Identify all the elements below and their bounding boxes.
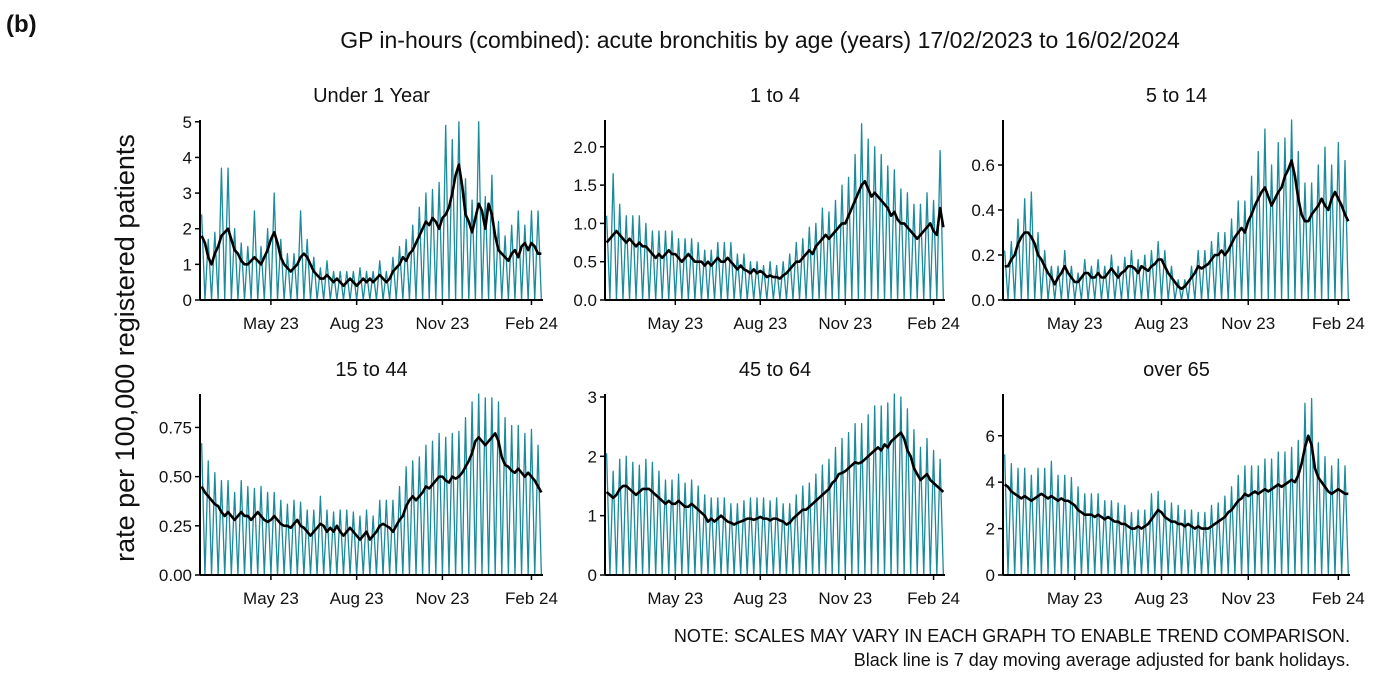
x-tick-label: Aug 23 — [330, 314, 384, 333]
x-tick-label: May 23 — [1047, 314, 1103, 333]
y-tick-label: 4 — [986, 473, 995, 492]
series-line — [1004, 159, 1350, 291]
y-axis-label: rate per 100,000 registered patients — [110, 134, 140, 562]
series-line — [605, 393, 945, 576]
y-tick-label: 0.75 — [159, 418, 192, 437]
y-tick-label: 6 — [986, 427, 995, 446]
x-tick-label: Feb 24 — [907, 314, 960, 333]
series-line — [200, 432, 543, 541]
y-tick-label: 4 — [183, 148, 192, 167]
y-tick-label: 0.25 — [159, 517, 192, 536]
x-tick-label: Nov 23 — [1221, 589, 1275, 608]
x-tick-label: Feb 24 — [1312, 589, 1365, 608]
x-tick-label: Aug 23 — [733, 589, 787, 608]
y-tick-label: 0.2 — [971, 246, 995, 265]
x-tick-label: Nov 23 — [415, 589, 469, 608]
x-tick-label: Aug 23 — [330, 589, 384, 608]
x-tick-label: May 23 — [243, 314, 299, 333]
panel-title: 15 to 44 — [335, 359, 407, 381]
y-tick-label: 0.4 — [971, 201, 995, 220]
x-tick-label: Feb 24 — [1312, 314, 1365, 333]
panel-title: 45 to 64 — [739, 359, 811, 381]
panel-title: over 65 — [1143, 359, 1210, 381]
y-tick-label: 2 — [986, 520, 995, 539]
note: Black line is 7 day moving average adjus… — [854, 650, 1350, 670]
panel-title: Under 1 Year — [313, 85, 430, 107]
series-line — [201, 393, 542, 576]
figure-label: (b) — [6, 11, 37, 38]
y-tick-label: 0.50 — [159, 468, 192, 487]
panel-title: 5 to 14 — [1146, 85, 1207, 107]
y-tick-label: 5 — [183, 113, 192, 132]
series-line — [1004, 397, 1349, 576]
y-tick-label: 0 — [986, 566, 995, 585]
y-tick-label: 2 — [588, 447, 597, 466]
x-tick-label: Nov 23 — [818, 589, 872, 608]
y-tick-label: 0 — [183, 291, 192, 310]
series-line — [201, 121, 542, 301]
x-tick-label: Aug 23 — [733, 314, 787, 333]
x-tick-label: Feb 24 — [505, 589, 558, 608]
y-tick-label: 1.5 — [573, 176, 597, 195]
x-tick-label: Feb 24 — [505, 314, 558, 333]
y-tick-label: 2 — [183, 220, 192, 239]
note: NOTE: SCALES MAY VARY IN EACH GRAPH TO E… — [674, 626, 1350, 646]
series-line — [1003, 434, 1349, 530]
series-line — [605, 123, 945, 301]
y-tick-label: 0.0 — [573, 291, 597, 310]
y-tick-label: 0.00 — [159, 566, 192, 585]
series-line — [200, 163, 542, 288]
series-line — [605, 179, 945, 280]
x-tick-label: Aug 23 — [1135, 589, 1189, 608]
x-tick-label: Feb 24 — [907, 589, 960, 608]
x-tick-label: May 23 — [243, 589, 299, 608]
series-line — [605, 431, 945, 526]
x-tick-label: Nov 23 — [415, 314, 469, 333]
panel-title: 1 to 4 — [750, 85, 800, 107]
x-tick-label: Aug 23 — [1135, 314, 1189, 333]
y-tick-label: 0 — [588, 566, 597, 585]
y-tick-label: 0.5 — [573, 253, 597, 272]
x-tick-label: Nov 23 — [1221, 314, 1275, 333]
figure-title: GP in-hours (combined): acute bronchitis… — [340, 27, 1180, 53]
x-tick-label: May 23 — [647, 314, 703, 333]
y-tick-label: 0.6 — [971, 156, 995, 175]
x-tick-label: May 23 — [647, 589, 703, 608]
y-tick-label: 0.0 — [971, 291, 995, 310]
series-line — [1004, 119, 1349, 301]
y-tick-label: 3 — [588, 388, 597, 407]
x-tick-label: Nov 23 — [818, 314, 872, 333]
y-tick-label: 1 — [183, 255, 192, 274]
y-tick-label: 1.0 — [573, 214, 597, 233]
x-tick-label: May 23 — [1047, 589, 1103, 608]
y-tick-label: 3 — [183, 184, 192, 203]
y-tick-label: 1 — [588, 507, 597, 526]
y-tick-label: 2.0 — [573, 138, 597, 157]
